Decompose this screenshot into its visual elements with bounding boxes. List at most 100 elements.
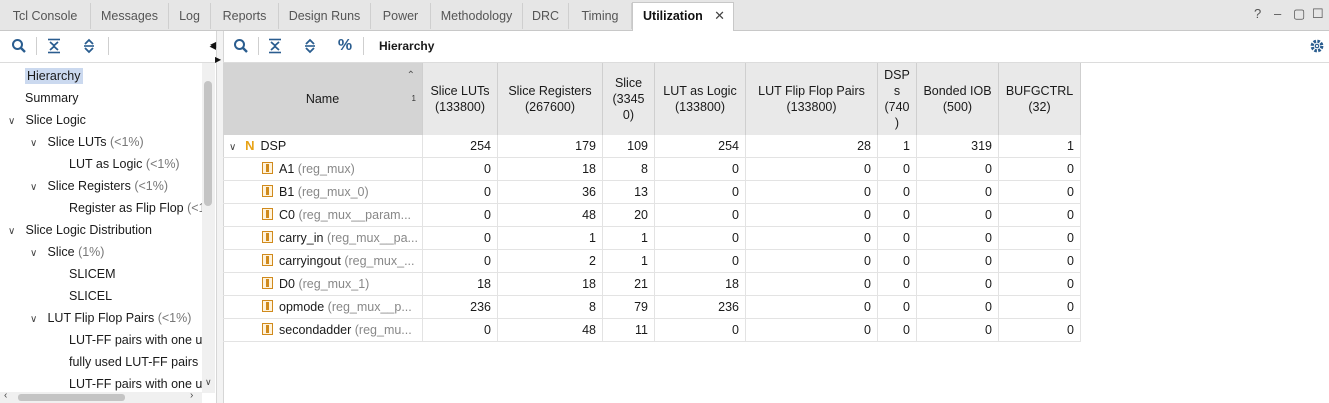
tree-item-slice-logic-distribution[interactable]: ∨ Slice Logic Distribution xyxy=(8,219,152,241)
tab-messages[interactable]: Messages xyxy=(91,3,169,29)
table-row[interactable]: opmode (reg_mux__p... 236 8 79 236 0 0 0 0 xyxy=(223,296,1081,319)
table-cell: 18 xyxy=(498,158,603,180)
scrollbar-thumb[interactable] xyxy=(204,81,212,206)
search-icon[interactable] xyxy=(9,36,29,56)
restore-icon[interactable]: ▢ xyxy=(1293,6,1306,21)
tree-item-slicem[interactable]: SLICEM xyxy=(69,263,116,285)
table-row[interactable]: B1 (reg_mux_0) 0 36 13 0 0 0 0 0 xyxy=(223,181,1081,204)
panel-splitter[interactable]: ◀ ▶ xyxy=(210,31,224,403)
maximize-icon[interactable]: ☐ xyxy=(1312,6,1324,21)
table-row[interactable]: ∨ N DSP 254 179 109 254 28 1 319 1 xyxy=(223,135,1081,158)
tree-item-register-as-flip-flop[interactable]: Register as Flip Flop (<1%) xyxy=(69,197,202,219)
collapse-left-arrow-icon[interactable]: ◀ xyxy=(209,40,217,51)
chevron-down-icon[interactable]: ∨ xyxy=(229,142,240,153)
tree-item-slice-luts[interactable]: ∨ Slice LUTs (<1%) xyxy=(30,131,144,153)
collapse-all-icon[interactable] xyxy=(265,36,285,56)
chevron-down-icon[interactable]: ∨ xyxy=(30,248,38,259)
table-cell: 0 xyxy=(423,181,498,203)
tab-power[interactable]: Power xyxy=(371,3,431,29)
column-header-name[interactable]: Name ⌃ 1 xyxy=(223,63,423,135)
help-icon[interactable]: ? xyxy=(1254,6,1262,21)
tab-tcl-console[interactable]: Tcl Console xyxy=(0,3,91,29)
tree-vertical-scrollbar[interactable]: ∨ xyxy=(202,63,215,393)
minimize-icon[interactable]: ‒ xyxy=(1274,6,1282,21)
expand-all-icon[interactable] xyxy=(79,36,99,56)
tree-item-label: Slice Logic Distribution xyxy=(25,223,152,237)
table-row[interactable]: secondadder (reg_mu... 0 48 11 0 0 0 0 0 xyxy=(223,319,1081,342)
instance-name: carryingout xyxy=(279,254,341,268)
tab-drc[interactable]: DRC xyxy=(523,3,569,29)
table-cell: 0 xyxy=(746,296,878,318)
tab-design-runs[interactable]: Design Runs xyxy=(279,3,371,29)
module-ref: (reg_mux) xyxy=(297,162,355,176)
column-header-slice[interactable]: Slice (3345 0) xyxy=(603,63,655,135)
column-header-bufgctrl[interactable]: BUFGCTRL (32) xyxy=(999,63,1081,135)
scroll-right-icon[interactable]: › xyxy=(190,390,194,401)
column-header-dsps[interactable]: DSP s (740 ) xyxy=(878,63,917,135)
tab-methodology[interactable]: Methodology xyxy=(431,3,523,29)
close-icon[interactable]: ✕ xyxy=(714,8,725,23)
table-cell: 0 xyxy=(655,181,746,203)
scroll-down-icon[interactable]: ∨ xyxy=(205,377,212,387)
tree-item-fully-used-lutff[interactable]: fully used LUT-FF pairs xyxy=(69,351,198,373)
tree-item-label: SLICEM xyxy=(69,267,116,281)
column-header-slice-luts[interactable]: Slice LUTs (133800) xyxy=(423,63,498,135)
scroll-left-icon[interactable]: ‹ xyxy=(4,390,8,401)
tree-item-label: Register as Flip Flop xyxy=(69,201,184,215)
column-header-lut-as-logic[interactable]: LUT as Logic (133800) xyxy=(655,63,746,135)
column-header-lut-flip-flop-pairs[interactable]: LUT Flip Flop Pairs (133800) xyxy=(746,63,878,135)
table-cell: 254 xyxy=(655,135,746,157)
tree-item-slicel[interactable]: SLICEL xyxy=(69,285,112,307)
gear-icon[interactable] xyxy=(1307,36,1327,56)
tree-item-lut-as-logic[interactable]: LUT as Logic (<1%) xyxy=(69,153,180,175)
tab-log[interactable]: Log xyxy=(169,3,211,29)
chevron-down-icon[interactable]: ∨ xyxy=(8,226,16,237)
table-row[interactable]: carry_in (reg_mux__pa... 0 1 1 0 0 0 0 0 xyxy=(223,227,1081,250)
table-cell: 0 xyxy=(999,296,1081,318)
search-icon[interactable] xyxy=(231,36,251,56)
table-row[interactable]: D0 (reg_mux_1) 18 18 21 18 0 0 0 0 xyxy=(223,273,1081,296)
tree-item-hierarchy[interactable]: Hierarchy xyxy=(25,65,83,87)
scrollbar-thumb[interactable] xyxy=(18,394,125,401)
tree-item-lutff-unused-lut[interactable]: LUT-FF pairs with one unused LUT xyxy=(69,329,202,351)
table-row[interactable]: C0 (reg_mux__param... 0 48 20 0 0 0 0 0 xyxy=(223,204,1081,227)
table-cell: 21 xyxy=(603,273,655,295)
chevron-down-icon[interactable]: ∨ xyxy=(30,314,38,325)
instance-name: D0 xyxy=(279,277,295,291)
right-toolbar: % Hierarchy xyxy=(223,31,1329,63)
tree-item-percent: (<1%) xyxy=(110,135,144,149)
tree-item-slice-registers[interactable]: ∨ Slice Registers (<1%) xyxy=(30,175,168,197)
instance-icon xyxy=(262,185,273,197)
expand-right-icon[interactable]: ▶ xyxy=(215,55,222,64)
chevron-down-icon[interactable]: ∨ xyxy=(8,116,16,127)
toolbar-separator xyxy=(36,37,37,55)
table-row[interactable]: A1 (reg_mux) 0 18 8 0 0 0 0 0 xyxy=(223,158,1081,181)
tree-item-lutff-unused-ff[interactable]: LUT-FF pairs with one unused Flip Flop xyxy=(69,373,202,393)
table-row[interactable]: carryingout (reg_mux_... 0 2 1 0 0 0 0 0 xyxy=(223,250,1081,273)
tree-item-summary[interactable]: Summary xyxy=(25,87,78,109)
expand-all-icon[interactable] xyxy=(300,36,320,56)
tab-timing[interactable]: Timing xyxy=(569,3,632,29)
tree-item-slice-logic[interactable]: ∨ Slice Logic xyxy=(8,109,86,131)
column-header-bonded-iob[interactable]: Bonded IOB (500) xyxy=(917,63,999,135)
table-cell: 0 xyxy=(917,273,999,295)
collapse-all-icon[interactable] xyxy=(44,36,64,56)
column-header-slice-registers[interactable]: Slice Registers (267600) xyxy=(498,63,603,135)
tree-horizontal-scrollbar[interactable]: ‹ › xyxy=(0,390,202,403)
table-cell: 18 xyxy=(423,273,498,295)
module-ref: (reg_mux__param... xyxy=(298,208,412,222)
tree-item-slice[interactable]: ∨ Slice (1%) xyxy=(30,241,104,263)
tree-item-lut-flip-flop-pairs[interactable]: ∨ LUT Flip Flop Pairs (<1%) xyxy=(30,307,191,329)
tab-reports[interactable]: Reports xyxy=(211,3,279,29)
table-cell: 0 xyxy=(999,250,1081,272)
tab-label: Messages xyxy=(101,9,158,23)
table-cell: 236 xyxy=(423,296,498,318)
cell-name: secondadder (reg_mu... xyxy=(223,319,423,341)
report-tree: Hierarchy Summary ∨ Slice Logic ∨ Slice … xyxy=(0,63,202,393)
table-cell: 0 xyxy=(423,227,498,249)
chevron-down-icon[interactable]: ∨ xyxy=(30,138,38,149)
collapse-left-icon[interactable]: ◀ xyxy=(210,40,217,49)
chevron-down-icon[interactable]: ∨ xyxy=(30,182,38,193)
tab-utilization[interactable]: Utilization ✕ xyxy=(632,2,734,31)
percent-icon[interactable]: % xyxy=(337,37,353,54)
